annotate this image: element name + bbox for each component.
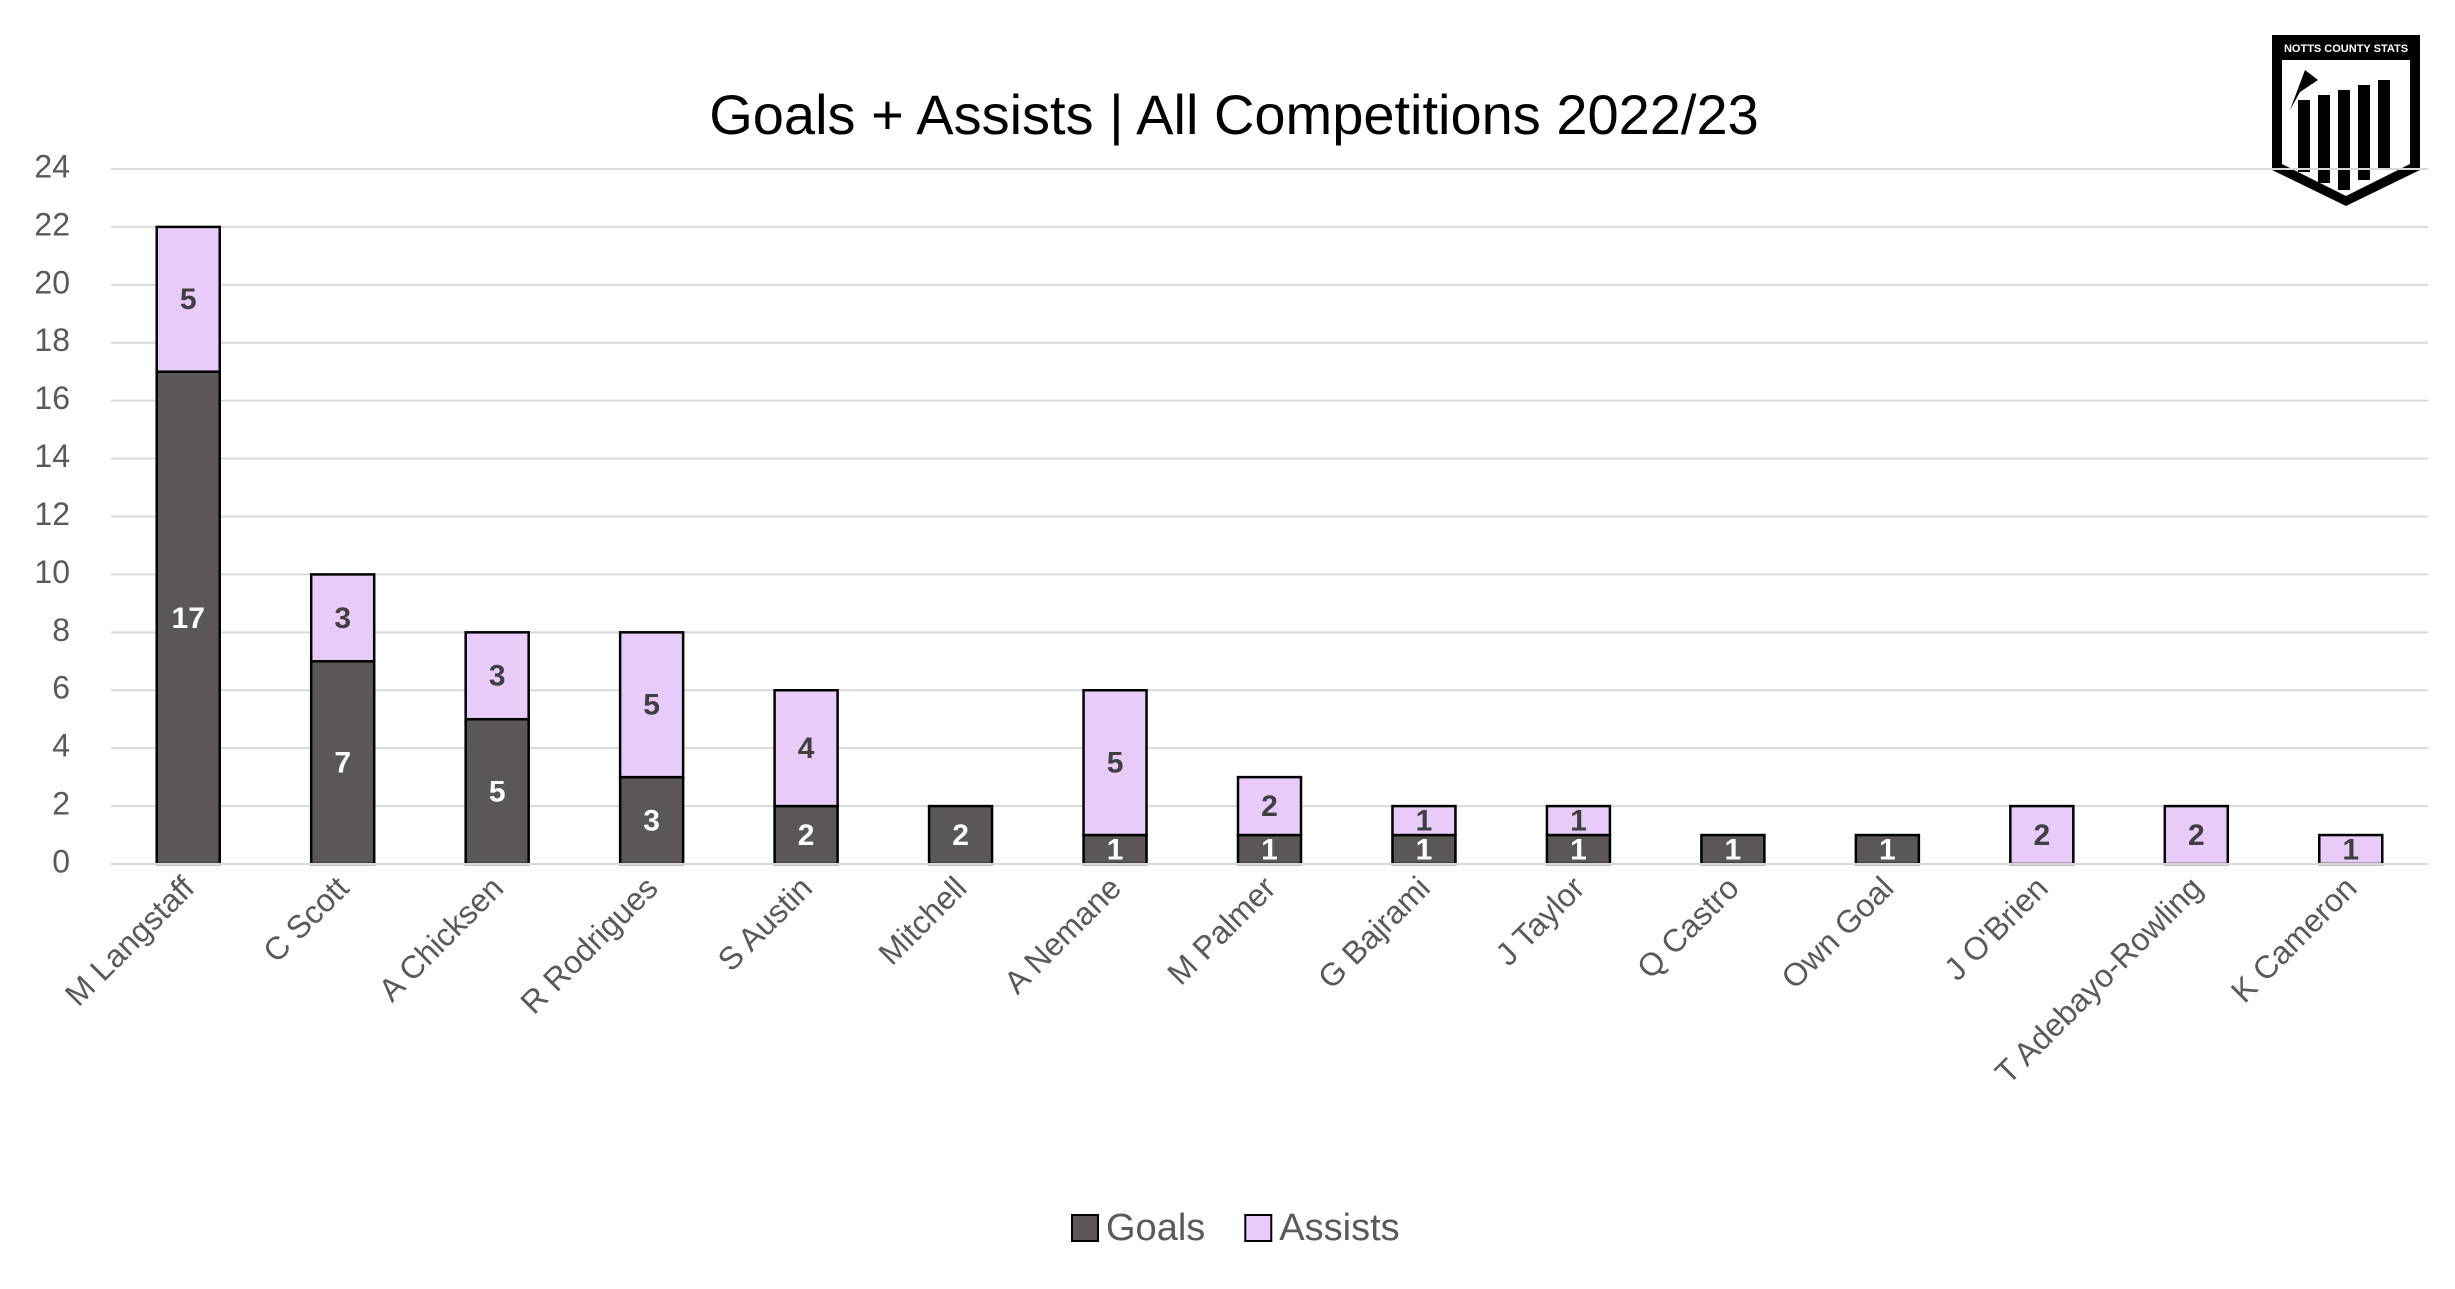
x-tick-label: M Langstaff xyxy=(58,869,201,1012)
y-tick-label: 6 xyxy=(52,670,70,706)
chart-title: Goals + Assists | All Competitions 2022/… xyxy=(709,83,1759,146)
x-tick-label: Mitchell xyxy=(871,869,973,971)
value-label: 2 xyxy=(798,819,815,852)
x-tick-label: M Palmer xyxy=(1160,869,1283,992)
value-label: 5 xyxy=(643,689,660,722)
logo-text: NOTTS COUNTY STATS xyxy=(2284,43,2408,55)
y-tick-label: 14 xyxy=(34,438,70,474)
x-tick-label: Q Castro xyxy=(1630,869,1746,985)
value-label: 2 xyxy=(2188,819,2205,852)
y-tick-label: 4 xyxy=(52,728,70,764)
value-label: 1 xyxy=(1261,833,1278,866)
y-tick-label: 18 xyxy=(34,322,70,358)
bar-segment xyxy=(1236,833,1303,866)
value-label: 2 xyxy=(952,819,969,852)
bar-segment xyxy=(1236,775,1303,837)
x-tick-label: C Scott xyxy=(256,869,356,969)
x-tick-label: G Bajrami xyxy=(1311,869,1437,995)
bar-segment xyxy=(309,660,376,866)
bar-segment xyxy=(618,631,685,779)
y-tick-label: 22 xyxy=(34,206,70,242)
y-tick-label: 0 xyxy=(52,843,70,879)
value-label: 2 xyxy=(1261,790,1278,823)
x-tick-label: J Taylor xyxy=(1488,869,1591,972)
value-label: 5 xyxy=(489,776,506,809)
value-label: 4 xyxy=(798,732,815,765)
value-label: 5 xyxy=(1107,747,1124,780)
value-label: 1 xyxy=(1570,833,1587,866)
bar-segment xyxy=(155,225,221,373)
bar-segment xyxy=(927,804,994,866)
bar-segment xyxy=(464,631,530,721)
legend-label: Goals xyxy=(1106,1207,1205,1249)
bar-segment xyxy=(1391,804,1457,837)
value-label: 5 xyxy=(180,283,197,316)
value-label: 2 xyxy=(2033,819,2050,852)
y-tick-label: 24 xyxy=(34,148,70,184)
bar-segment xyxy=(2009,804,2075,866)
x-tick-label: A Chicksen xyxy=(371,869,510,1008)
y-tick-label: 20 xyxy=(34,264,70,300)
x-tick-label: A Nemane xyxy=(997,869,1128,1000)
value-label: 7 xyxy=(334,747,351,780)
value-label: 1 xyxy=(1416,833,1433,866)
value-label: 1 xyxy=(2342,833,2359,866)
x-tick-label: K Cameron xyxy=(2224,869,2364,1009)
bar-segment xyxy=(2163,804,2230,866)
bar-segment xyxy=(773,689,839,808)
logo: NOTTS COUNTY STATS xyxy=(2272,35,2420,206)
value-label: 1 xyxy=(1570,804,1587,837)
y-tick-label: 12 xyxy=(34,496,70,532)
bar-segment xyxy=(464,717,530,866)
y-tick-label: 8 xyxy=(52,612,70,648)
x-tick-label: Own Goal xyxy=(1774,869,1900,995)
x-tick-label: R Rodrigues xyxy=(513,869,664,1020)
x-tick-label: J O'Brien xyxy=(1937,869,2055,987)
value-label: 1 xyxy=(1879,833,1896,866)
x-tick-label: S Austin xyxy=(711,869,819,977)
bar-segment xyxy=(1082,689,1148,837)
legend-label: Assists xyxy=(1279,1207,1399,1249)
value-label: 17 xyxy=(172,602,205,635)
bar-segment xyxy=(1854,833,1921,866)
y-tick-label: 16 xyxy=(34,380,70,416)
y-tick-label: 10 xyxy=(34,554,70,590)
bar-segment xyxy=(1700,833,1766,866)
value-label: 1 xyxy=(1725,833,1742,866)
bar-segment xyxy=(2318,833,2384,866)
value-label: 3 xyxy=(489,660,506,693)
bar-segment xyxy=(309,573,376,663)
bar-segment xyxy=(155,370,221,866)
legend-swatch xyxy=(1244,1214,1273,1242)
bar-segment xyxy=(1082,833,1148,866)
y-tick-label: 2 xyxy=(52,786,70,822)
bar-segment xyxy=(1545,804,1612,837)
value-label: 1 xyxy=(1416,804,1433,837)
legend-swatch xyxy=(1071,1214,1099,1242)
value-label: 1 xyxy=(1107,833,1124,866)
value-label: 3 xyxy=(334,602,351,635)
value-label: 3 xyxy=(643,804,660,837)
